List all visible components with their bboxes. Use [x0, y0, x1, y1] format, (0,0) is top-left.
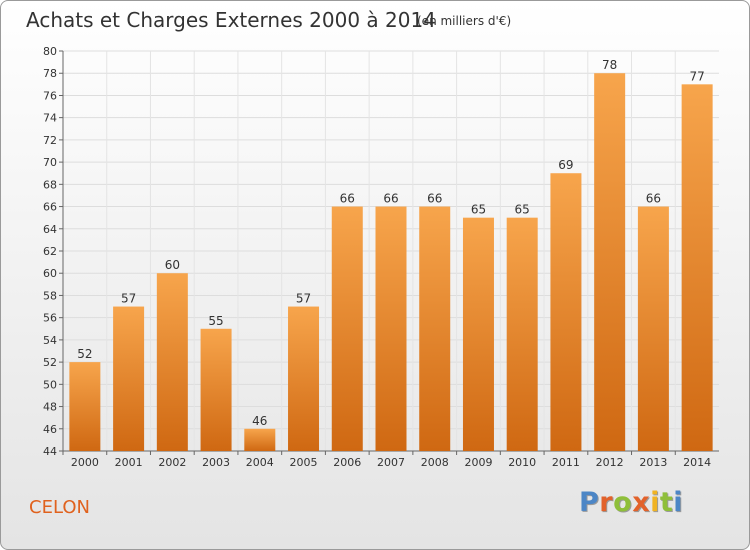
- y-tick-label: 70: [43, 156, 57, 169]
- bar: [375, 206, 407, 451]
- x-tick-label: 2009: [464, 456, 492, 469]
- bar: [550, 173, 582, 451]
- y-tick-label: 58: [43, 289, 57, 302]
- x-tick-label: 2013: [639, 456, 667, 469]
- y-tick-label: 60: [43, 267, 57, 280]
- commune-name: CELON: [29, 497, 90, 518]
- y-tick-label: 46: [43, 423, 57, 436]
- logo-letter: r: [599, 487, 614, 518]
- y-tick-label: 78: [43, 67, 57, 80]
- x-tick-label: 2012: [596, 456, 624, 469]
- data-label: 78: [602, 58, 617, 72]
- logo-letter: x: [632, 487, 651, 518]
- data-label: 57: [121, 292, 136, 306]
- x-tick-label: 2007: [377, 456, 405, 469]
- bar: [637, 206, 669, 451]
- bar: [113, 306, 145, 451]
- data-label: 66: [646, 192, 661, 206]
- x-tick-label: 2010: [508, 456, 536, 469]
- data-label: 60: [165, 258, 180, 272]
- y-tick-label: 74: [43, 112, 57, 125]
- chart-unit: (en milliers d'€): [417, 14, 512, 28]
- logo-letter: t: [659, 487, 674, 518]
- data-label: 66: [383, 192, 398, 206]
- x-tick-label: 2014: [683, 456, 711, 469]
- y-tick-label: 68: [43, 178, 57, 191]
- y-tick-label: 52: [43, 356, 57, 369]
- proxiti-logo: Proxiti: [579, 487, 683, 518]
- bar: [69, 362, 101, 451]
- x-tick-label: 2011: [552, 456, 580, 469]
- data-labels: 52 57 60 55 46 57 66 66 66 65 65 69 78 66 77: [77, 58, 705, 428]
- data-label: 77: [689, 69, 704, 83]
- bar: [419, 206, 451, 451]
- logo-letter: o: [613, 487, 633, 518]
- bar: [200, 328, 232, 451]
- bar: [288, 306, 320, 451]
- y-tick-label: 48: [43, 401, 57, 414]
- bar: [244, 428, 276, 451]
- x-tick-label: 2004: [246, 456, 274, 469]
- data-label: 66: [340, 192, 355, 206]
- y-tick-label: 76: [43, 89, 57, 102]
- y-tick-label: 44: [43, 445, 57, 458]
- x-tick-label: 2005: [290, 456, 318, 469]
- x-tick-label: 2003: [202, 456, 230, 469]
- axes: 44 46 48 50 52 54 56 58 60 62 64 66 68 70 72 74 76 78 80 20…: [43, 45, 719, 469]
- x-tick-label: 2008: [421, 456, 449, 469]
- bar: [331, 206, 363, 451]
- data-label: 69: [558, 158, 573, 172]
- x-tick-label: 2006: [333, 456, 361, 469]
- x-tick-label: 2000: [71, 456, 99, 469]
- data-label: 65: [515, 203, 530, 217]
- bar: [594, 73, 626, 451]
- bar: [462, 217, 494, 451]
- data-label: 55: [208, 314, 223, 328]
- y-tick-label: 80: [43, 45, 57, 58]
- chart-title: Achats et Charges Externes 2000 à 2014: [26, 8, 436, 32]
- data-label: 65: [471, 203, 486, 217]
- bar: [506, 217, 538, 451]
- logo-letter: P: [579, 487, 600, 518]
- y-tick-label: 66: [43, 201, 57, 214]
- bars: [69, 73, 713, 451]
- data-label: 52: [77, 347, 92, 361]
- bar: [156, 273, 188, 451]
- y-tick-label: 64: [43, 223, 57, 236]
- data-label: 57: [296, 292, 311, 306]
- y-tick-label: 72: [43, 134, 57, 147]
- logo-letter: i: [650, 487, 660, 518]
- y-tick-label: 62: [43, 245, 57, 258]
- y-tick-label: 50: [43, 378, 57, 391]
- x-tick-label: 2001: [115, 456, 143, 469]
- bar: [681, 84, 713, 451]
- x-tick-label: 2002: [158, 456, 186, 469]
- y-tick-label: 56: [43, 312, 57, 325]
- logo-letter: i: [673, 487, 684, 518]
- data-label: 46: [252, 414, 267, 428]
- data-label: 66: [427, 192, 442, 206]
- y-tick-label: 54: [43, 334, 57, 347]
